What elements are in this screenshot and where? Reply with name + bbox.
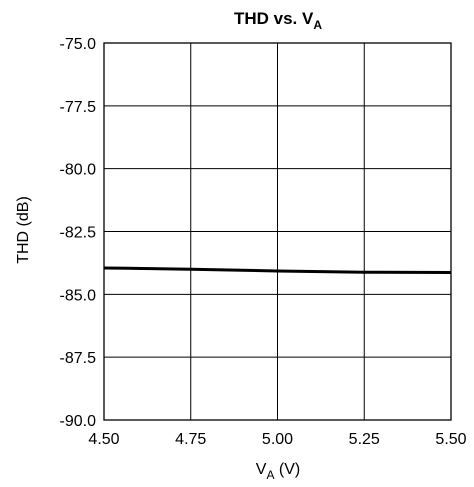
y-tick-label: -90.0 [60, 413, 97, 430]
y-tick-label: -87.5 [60, 350, 97, 367]
x-tick-label: 5.00 [262, 431, 293, 448]
x-axis-label-subscript: A [266, 468, 274, 482]
chart-title-subscript: A [313, 18, 322, 32]
series-layer [103, 266, 452, 274]
plot-frame [103, 42, 452, 421]
x-tick-labels: 4.50 4.75 5.00 5.25 5.50 [88, 431, 466, 448]
x-axis-label: VA (V) [256, 461, 300, 482]
y-tick-label: -77.5 [60, 99, 97, 116]
x-tick-label: 4.50 [88, 431, 119, 448]
x-tick-label: 5.25 [349, 431, 380, 448]
y-tick-label: -80.0 [60, 162, 97, 179]
grid-lines [104, 43, 451, 420]
x-tick-label: 5.50 [435, 431, 466, 448]
series-line-0 [103, 266, 452, 274]
y-tick-label: -75.0 [60, 36, 97, 53]
chart-title: THD vs. VA [234, 9, 322, 32]
y-tick-labels: -75.0 -77.5 -80.0 -82.5 -85.0 -87.5 -90.0 [60, 36, 97, 430]
y-tick-label: -85.0 [60, 287, 97, 304]
x-axis-label-unit: (V) [274, 461, 300, 478]
x-tick-label: 4.75 [175, 431, 206, 448]
y-tick-label: -82.5 [60, 225, 97, 242]
y-axis-label: THD (dB) [15, 196, 32, 264]
